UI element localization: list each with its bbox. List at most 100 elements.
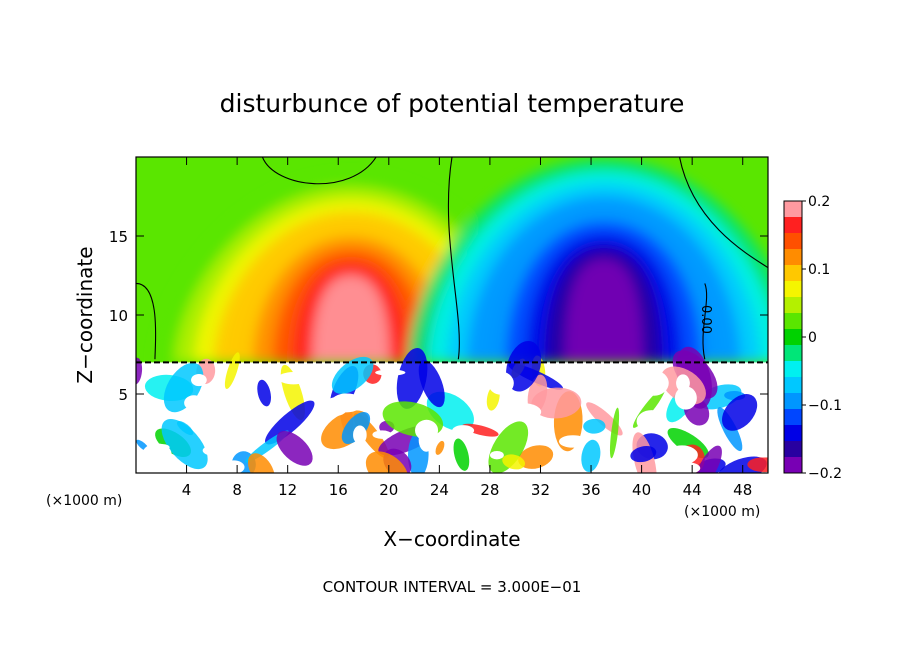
contour-lines: [136, 157, 768, 360]
eddy-core: [636, 410, 667, 433]
x-unit-right: (×1000 m): [684, 504, 760, 520]
eddy: [247, 453, 275, 473]
plume-0-level-8: [312, 275, 390, 363]
eddy-core: [750, 442, 768, 458]
eddy: [276, 430, 313, 466]
eddy: [694, 445, 722, 473]
colorbar-swatch: [784, 217, 802, 234]
colorbar-tick-label: −0.1: [808, 398, 842, 414]
eddy-core: [184, 395, 204, 411]
contour-line-4: [702, 283, 708, 360]
eddy-core: [223, 460, 245, 473]
eddy-core: [670, 461, 701, 473]
plot-area: [136, 157, 768, 473]
eddy-core: [278, 371, 309, 385]
turbulent-layer: [136, 340, 768, 473]
eddy-core: [676, 374, 690, 392]
eddy: [527, 374, 548, 414]
colorbar-swatch: [784, 201, 802, 218]
y-tick-label: 5: [118, 386, 128, 404]
eddy-core: [353, 425, 367, 445]
eddy-core: [666, 445, 698, 465]
x-axis-label: X−coordinate: [383, 527, 520, 551]
eddy-core: [211, 455, 220, 473]
y-tick-label: 15: [109, 228, 128, 246]
colorbar-swatch: [784, 313, 802, 330]
x-tick-label: 16: [329, 481, 348, 499]
eddy-core: [372, 430, 392, 439]
contour-line-1: [261, 157, 377, 185]
eddy-core: [490, 450, 504, 460]
x-tick-label: 24: [430, 481, 449, 499]
x-tick-label: 44: [683, 481, 702, 499]
colorbar-swatch: [784, 329, 802, 346]
colorbar-swatch: [784, 377, 802, 394]
eddy: [630, 445, 657, 463]
contour-label: 0.00: [698, 305, 713, 334]
colorbar-tick-label: −0.2: [808, 466, 842, 482]
eddy-core: [156, 444, 170, 451]
eddy: [583, 418, 606, 434]
eddy: [257, 379, 271, 407]
contour-line-3: [678, 157, 768, 269]
eddy: [265, 400, 315, 445]
eddy-core: [452, 425, 475, 436]
eddy: [506, 340, 542, 392]
eddy: [609, 407, 620, 459]
contour-line-2: [447, 157, 460, 360]
colorbar-swatch: [784, 249, 802, 266]
colorbar-swatch: [784, 265, 802, 282]
eddy: [435, 440, 445, 455]
colorbar-swatch: [784, 297, 802, 314]
eddy: [453, 438, 470, 471]
x-tick-label: 8: [232, 481, 242, 499]
eddy-core: [639, 370, 669, 396]
eddy-core: [572, 382, 589, 394]
colorbar-tick-label: 0: [808, 330, 817, 346]
x-tick-label: 36: [581, 481, 600, 499]
colorbar-swatch: [784, 281, 802, 298]
colorbar-swatch: [784, 393, 802, 410]
x-tick-label: 12: [278, 481, 297, 499]
x-tick-label: 4: [182, 481, 192, 499]
chart-title: disturbunce of potential temperature: [220, 89, 685, 118]
contour-interval: CONTOUR INTERVAL = 3.000E−01: [323, 578, 582, 596]
plume-1-level-8: [565, 259, 643, 363]
x-axis: 4 8 12 16 20 24 28 32 36 40 44 48: [182, 157, 752, 499]
colorbar-tick-label: 0.2: [808, 194, 830, 210]
eddy-core: [674, 386, 697, 410]
eddy: [418, 360, 445, 408]
colorbar-swatch: [784, 425, 802, 442]
x-tick-label: 48: [733, 481, 752, 499]
x-tick-label: 28: [480, 481, 499, 499]
eddy-core: [488, 371, 514, 395]
eddy-core: [415, 419, 439, 441]
x-tick-label: 32: [531, 481, 550, 499]
colorbar-swatch: [784, 361, 802, 378]
colorbar-swatch: [784, 409, 802, 426]
eddy: [518, 445, 554, 469]
colorbar-swatch: [784, 441, 802, 458]
y-axis: 5 10 15: [109, 228, 768, 404]
eddy-core: [506, 403, 542, 421]
eddy: [747, 457, 768, 473]
colorbar-swatch: [784, 345, 802, 362]
y-tick-label: 10: [109, 307, 128, 325]
y-axis-label: Z−coordinate: [73, 246, 97, 383]
colorbar-tick-label: 0.1: [808, 262, 830, 278]
eddy: [502, 454, 526, 470]
colorbar: 0.2 0.1 0 −0.1 −0.2: [783, 194, 842, 482]
eddy-core: [330, 393, 363, 413]
colorbar-swatch: [784, 457, 802, 474]
field-colormap: [136, 157, 768, 473]
contour-line-0: [136, 282, 157, 360]
colorbar-swatch: [784, 233, 802, 250]
eddy: [488, 421, 529, 473]
x-tick-label: 20: [379, 481, 398, 499]
field-blobs: [154, 158, 768, 363]
x-tick-label: 40: [632, 481, 651, 499]
eddy: [365, 451, 409, 473]
eddy-core: [375, 369, 406, 376]
eddy: [722, 394, 758, 431]
eddy-core: [202, 445, 223, 456]
